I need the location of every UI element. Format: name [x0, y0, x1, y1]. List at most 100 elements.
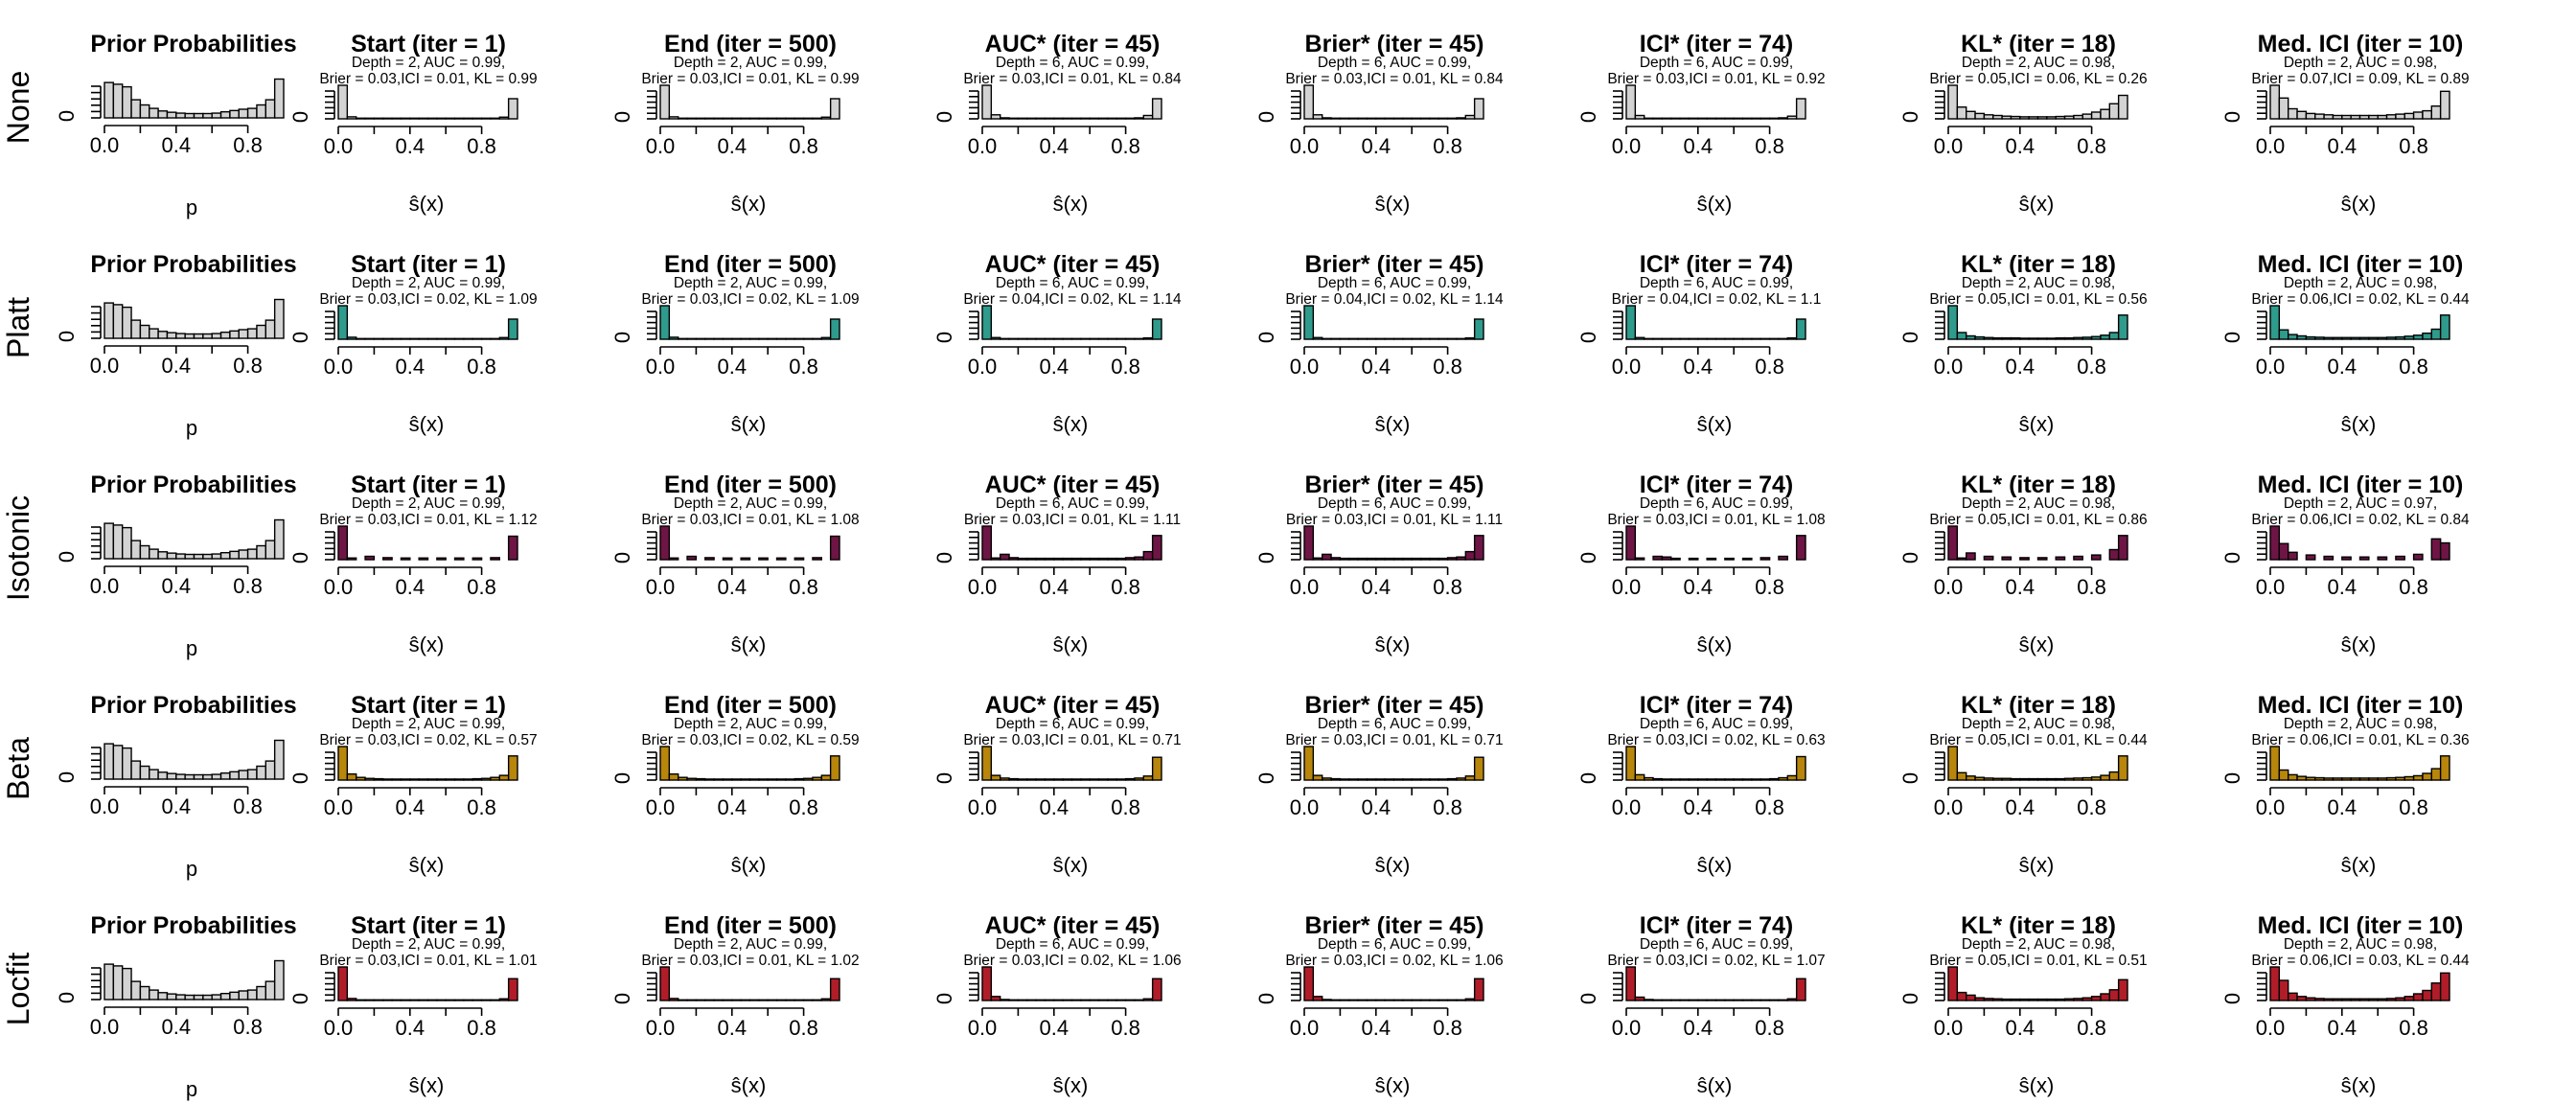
panel-none-5-bar	[1661, 117, 1672, 120]
panel-beta-3-bar	[1089, 778, 1100, 781]
panel-none-6-bar	[1974, 112, 1986, 120]
panel-none-5-bar	[1733, 117, 1744, 120]
panel-beta-3-bar	[1044, 778, 1055, 781]
panel-none-4-bar	[1348, 117, 1359, 120]
panel-locfit-5-y-tick-label: 0	[1576, 993, 1600, 1004]
panel-none-1-title: Start (iter = 1)	[351, 31, 506, 58]
panel-isotonic-6-bar	[2001, 556, 2012, 561]
prior-bar	[264, 980, 276, 1000]
panel-platt-3-bar	[981, 305, 993, 340]
panel-locfit-1-x-tick-label: 0.0	[324, 1016, 354, 1040]
panel-none-4-bar	[1464, 114, 1476, 120]
panel-isotonic-1-x-tick-label: 0.8	[467, 575, 496, 599]
panel-none-6-bar	[2055, 115, 2066, 120]
panel-platt-2-subtitle-line2: Brier = 0.03,ICI = 0.02, KL = 1.09	[641, 291, 859, 308]
panel-beta-7-bar	[2323, 777, 2334, 781]
panel-none-6-bar	[2082, 113, 2093, 120]
panel-platt-7-title: Med. ICI (iter = 10)	[2258, 251, 2464, 278]
panel-none-4-bar	[1438, 117, 1449, 120]
panel-none-1-bar	[426, 117, 438, 120]
panel-platt-4-x-tick-label: 0.0	[1290, 355, 1320, 379]
panel-isotonic-3-bar	[1044, 557, 1055, 561]
panel-isotonic-5-bar	[1741, 557, 1753, 561]
panel-beta-4-bar	[1348, 778, 1359, 781]
panel-none-4-bar	[1330, 117, 1342, 120]
panel-platt-2-bar	[775, 337, 787, 340]
panel-platt-2-bar	[695, 337, 706, 340]
panel-beta-6-bar	[2046, 777, 2057, 781]
panel-none-2-bar	[678, 117, 688, 120]
panel-platt-1-title: Start (iter = 1)	[351, 251, 506, 278]
panel-beta-6-bar	[1956, 771, 1967, 781]
panel-platt-5-bar	[1706, 337, 1717, 340]
panel-beta-6-subtitle-line2: Brier = 0.05,ICI = 0.01, KL = 0.44	[1929, 732, 2148, 748]
panel-platt-3-bar	[999, 337, 1010, 340]
panel-locfit-6-bar	[1992, 998, 2003, 1001]
panel-platt-6-bar	[2055, 336, 2066, 340]
panel-none-6-bar	[2036, 116, 2048, 120]
panel-isotonic-5-bar	[1661, 556, 1672, 561]
panel-none-3-title: AUC* (iter = 45)	[985, 31, 1161, 58]
panel-locfit-7-bar	[2314, 998, 2325, 1001]
panel-platt-2-bar	[659, 305, 671, 340]
panel-platt-6-subtitle-line1: Depth = 2, AUC = 0.98,	[1962, 275, 2115, 291]
panel-beta-2-bar	[775, 778, 787, 781]
prior-y-tick-label: 0	[55, 992, 79, 1003]
panel-isotonic-4-bar	[1456, 556, 1466, 561]
panel-none-1-x-tick-label: 0.0	[324, 134, 354, 158]
panel-isotonic-5-bar	[1670, 557, 1681, 561]
panel-platt-1-x-axis-label: ŝ(x)	[409, 412, 445, 436]
panel-isotonic-6-bar	[2019, 557, 2030, 561]
panel-isotonic-1-title: Start (iter = 1)	[351, 472, 506, 498]
panel-beta-5-bar	[1786, 774, 1798, 781]
panel-locfit-7-bar	[2296, 996, 2308, 1001]
prior-bar	[193, 994, 204, 1000]
panel-none-3-bar	[1116, 117, 1127, 120]
prior-bar	[246, 328, 258, 339]
panel-beta-5-bar	[1670, 778, 1681, 781]
panel-locfit-7-bar	[2385, 998, 2397, 1001]
panel-isotonic-5-x-tick-label: 0.0	[1612, 575, 1642, 599]
prior-bar	[202, 112, 213, 119]
prior-bar	[211, 553, 222, 560]
panel-beta-4-bar	[1419, 778, 1431, 781]
panel-platt-6-y-tick-label: 0	[1898, 332, 1922, 343]
prior-bar	[130, 540, 142, 560]
row-label-beta: Beta	[1, 737, 35, 800]
prior-bar	[238, 990, 249, 1000]
panel-locfit-7-bar	[2404, 996, 2415, 1001]
panel-none-6-bar	[2028, 116, 2039, 120]
panel-locfit-2-x-tick-label: 0.0	[646, 1016, 676, 1040]
prior-x-tick-label: 0.4	[162, 354, 192, 378]
panel-beta-5-subtitle-line2: Brier = 0.03,ICI = 0.02, KL = 0.63	[1607, 732, 1825, 748]
panel-isotonic-3-bar	[1080, 557, 1091, 561]
panel-isotonic-3-bar	[1026, 557, 1037, 561]
panel-none-5-subtitle-line1: Depth = 6, AUC = 0.99,	[1640, 55, 1793, 71]
panel-beta-7-subtitle-line2: Brier = 0.06,ICI = 0.01, KL = 0.36	[2251, 732, 2469, 748]
panel-none-4-bar	[1446, 117, 1458, 120]
panel-none-7-bar	[2332, 114, 2343, 120]
panel-beta-3-x-tick-label: 0.0	[968, 795, 998, 819]
panel-beta-3-subtitle-line2: Brier = 0.03,ICI = 0.01, KL = 0.71	[963, 732, 1181, 748]
panel-locfit-6-x-tick-label: 0.4	[2006, 1016, 2036, 1040]
panel-isotonic-3-bar	[1053, 557, 1064, 561]
panel-platt-1-x-tick-label: 0.4	[396, 355, 426, 379]
panel-beta-1-bar	[507, 755, 518, 781]
panel-locfit-4-bar	[1473, 978, 1484, 1001]
panel-none-2-bar	[713, 117, 724, 120]
prior-bar	[130, 760, 142, 780]
prior-bar	[229, 991, 240, 1000]
panel-beta-3-bar	[1142, 775, 1154, 781]
panel-beta-6-bar	[2073, 777, 2083, 781]
panel-platt-7-y-tick-label: 0	[2220, 332, 2244, 343]
panel-platt-6-x-tick-label: 0.8	[2077, 355, 2106, 379]
panel-beta-4-bar	[1473, 756, 1484, 781]
panel-beta-3-bar	[1026, 778, 1037, 781]
panel-locfit-7-bar	[2278, 979, 2289, 1001]
panel-isotonic-2-bar	[829, 535, 840, 561]
panel-none-6-bar	[2090, 111, 2102, 120]
panel-isotonic-1-x-tick-label: 0.0	[324, 575, 354, 599]
panel-platt-3-x-axis-label: ŝ(x)	[1053, 412, 1089, 436]
panel-platt-5-bar	[1795, 318, 1806, 340]
panel-isotonic-3-subtitle-line2: Brier = 0.03,ICI = 0.01, KL = 1.11	[964, 512, 1181, 528]
